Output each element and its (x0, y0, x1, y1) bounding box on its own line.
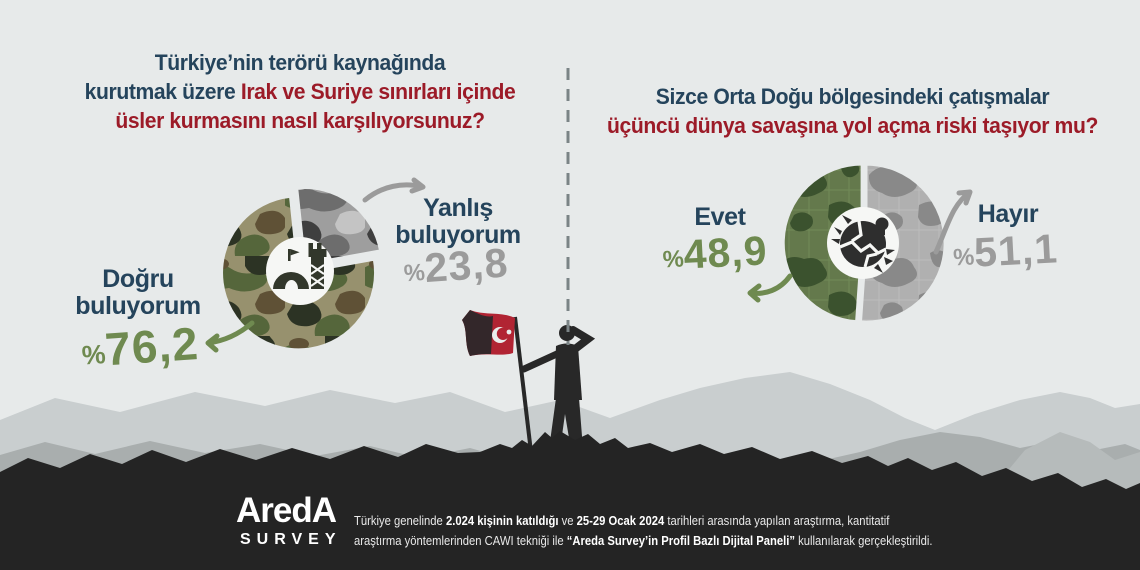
value-yanlis-number: 23,8 (423, 239, 510, 292)
logo-survey: SURVEY (240, 531, 342, 548)
percent-sign: % (952, 243, 976, 272)
label-dogru-buluyorum: Doğru buluyorum (75, 265, 201, 320)
question-right: Sizce Orta Doğu bölgesindeki çatışmalar … (605, 82, 1099, 140)
label-hayir: Hayır (977, 200, 1039, 228)
value-evet: %48,9 (644, 226, 786, 280)
star-icon (506, 329, 512, 335)
question-left-line2-red: Irak ve Suriye sınırları içinde (240, 79, 516, 104)
value-hayir-number: 51,1 (972, 225, 1060, 276)
question-right-line1: Sizce Orta Doğu bölgesindeki çatışmalar (655, 84, 1050, 109)
foreground-rocks (0, 431, 1140, 570)
flag-pole (513, 316, 533, 453)
value-dogru-number: 76,2 (103, 316, 201, 376)
pie-chart-war-risk (781, 162, 947, 324)
methodology-line: araştırma yöntemlerinden CAWI tekniği il… (354, 534, 933, 548)
label-yanlis-buluyorum: Yanlış buluyorum (395, 194, 521, 249)
turkish-flag (462, 310, 515, 356)
value-yanlis: %23,8 (384, 238, 529, 295)
methodology-text: Türkiye genelinde 2.024 kişinin katıldığ… (354, 511, 933, 551)
value-hayir: %51,1 (937, 224, 1074, 278)
logo-areda: AredA (235, 491, 337, 530)
question-left-line3: üsler kurmasını nasıl karşılıyorsunuz? (115, 108, 485, 133)
percent-sign: % (402, 258, 426, 288)
question-right-line2: üçüncü dünya savaşına yol açma riski taş… (606, 113, 1099, 138)
areda-survey-logo: AredA SURVEY (234, 491, 342, 549)
question-left-line2-blue: kurutmak üzere (84, 79, 241, 104)
percent-sign: % (662, 245, 685, 274)
question-left-line1: Türkiye’nin terörü kaynağında (154, 50, 446, 75)
pie-slices (781, 162, 947, 324)
pie-slice-main (781, 162, 864, 324)
pie-chart-bases (220, 186, 383, 352)
label-evet: Evet (694, 203, 746, 231)
methodology-line: Türkiye genelinde 2.024 kişinin katıldığ… (354, 514, 890, 528)
percent-sign: % (80, 338, 107, 371)
military-base-icon (273, 243, 327, 289)
value-evet-number: 48,9 (682, 227, 769, 278)
question-left: Türkiye’nin terörü kaynağında kurutmak ü… (70, 48, 531, 135)
exploding-globe-icon (831, 215, 895, 273)
